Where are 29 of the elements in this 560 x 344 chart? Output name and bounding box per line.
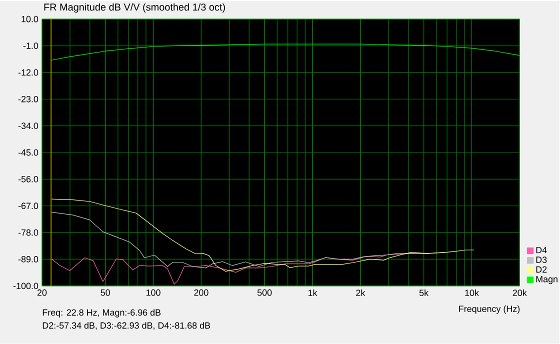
y-tick-label: -45.0: [18, 149, 38, 156]
x-tick-label: 5k: [419, 289, 429, 296]
x-tick-label: 2k: [356, 289, 366, 296]
y-tick-label: -1.0: [23, 42, 38, 50]
y-tick-label: -34.0: [18, 122, 38, 130]
y-tick-label: -78.0: [18, 229, 38, 236]
x-tick-label: 20: [37, 289, 47, 296]
x-tick-label: 20k: [512, 289, 527, 296]
x-tick-label: 1k: [308, 289, 318, 296]
y-tick-label: -56.0: [18, 176, 38, 182]
x-tick-label: 200: [194, 289, 208, 296]
x-axis-title: Frequency (Hz): [459, 305, 520, 314]
legend-label: D3: [536, 256, 547, 264]
y-tick-label: 10.0: [22, 16, 38, 22]
legend-label: Magn: [536, 276, 558, 284]
chart-title: FR Magnitude dB V/V (smoothed 1/3 oct): [44, 3, 225, 13]
legend-label: D4: [536, 247, 547, 254]
text: Freq: 22.8 Hz, Magn:-6.96 dB: [42, 309, 161, 318]
y-tick-label: -12.0: [18, 69, 38, 76]
x-tick-label: 10k: [465, 289, 479, 296]
x-tick-label: 100: [146, 289, 160, 296]
x-tick-label: 50: [100, 289, 110, 296]
y-tick-label: -23.0: [18, 96, 38, 102]
x-tick-label: 500: [257, 289, 272, 296]
text: D2:-57.34 dB, D3:-62.93 dB, D4:-81.68 dB: [42, 322, 210, 330]
y-tick-label: -67.0: [18, 202, 38, 210]
y-tick-label: -100.0: [13, 282, 38, 290]
legend-label: D2: [536, 266, 547, 273]
y-tick-label: -89.0: [18, 256, 38, 262]
